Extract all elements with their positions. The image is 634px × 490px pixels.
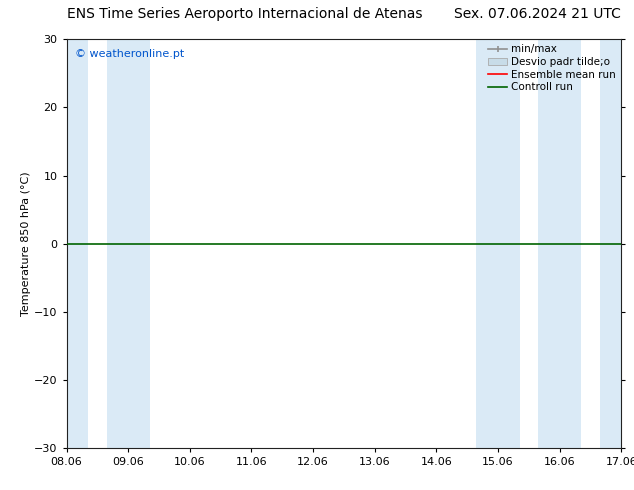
Y-axis label: Temperature 850 hPa (°C): Temperature 850 hPa (°C) [22, 172, 31, 316]
Bar [67, 39, 88, 448]
Legend: min/max, Desvio padr tilde;o, Ensemble mean run, Controll run: min/max, Desvio padr tilde;o, Ensemble m… [486, 42, 618, 94]
Bar [107, 39, 150, 448]
Text: ENS Time Series Aeroporto Internacional de Atenas: ENS Time Series Aeroporto Internacional … [67, 7, 422, 22]
Bar [477, 39, 520, 448]
Bar [600, 39, 621, 448]
Bar [538, 39, 581, 448]
Text: Sex. 07.06.2024 21 UTC: Sex. 07.06.2024 21 UTC [455, 7, 621, 22]
Text: © weatheronline.pt: © weatheronline.pt [75, 49, 184, 59]
